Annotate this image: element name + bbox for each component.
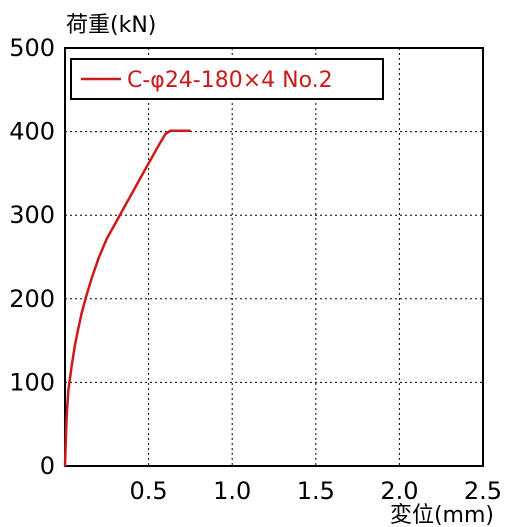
data-point [172, 130, 175, 132]
legend-box [70, 58, 384, 100]
data-point [122, 207, 125, 210]
data-point [156, 147, 158, 150]
data-point [181, 130, 183, 132]
x-axis-title: 変位(mm) [390, 503, 494, 527]
y-tick-label: 200 [9, 285, 55, 313]
data-point [189, 130, 192, 132]
y-tick-label: 100 [9, 368, 55, 396]
data-point [106, 237, 108, 240]
x-tick-labels: 0.5 1.0 1.5 2.0 2.5 [130, 477, 503, 505]
legend: C-φ24-180×4 No.2 [70, 58, 384, 100]
series-group [63, 129, 192, 467]
x-tick-label: 1.5 [297, 477, 335, 505]
data-point [65, 415, 68, 417]
data-point [91, 277, 93, 279]
grid-lines [65, 48, 483, 466]
x-tick-label: 0.5 [130, 477, 168, 505]
data-point [85, 293, 88, 296]
data-point [169, 130, 172, 132]
plot-frame [64, 47, 484, 467]
y-tick-label: 0 [40, 452, 55, 480]
data-point [64, 465, 66, 467]
data-point [114, 222, 116, 225]
data-point [147, 162, 150, 165]
x-tick-label: 2.0 [380, 477, 418, 505]
y-tick-label: 300 [9, 201, 55, 229]
data-point [164, 133, 167, 135]
data-point [77, 327, 80, 329]
x-tick-label: 2.5 [464, 477, 502, 505]
data-point [80, 312, 83, 314]
x-tick-label: 1.0 [213, 477, 251, 505]
y-tick-labels: 0 100 200 300 400 500 [9, 34, 55, 480]
data-point [131, 192, 133, 195]
data-point [97, 257, 100, 260]
y-axis-title: 荷重(kN) [66, 13, 156, 38]
y-tick-label: 400 [9, 118, 55, 146]
legend-label: C-φ24-180×4 No.2 [127, 68, 333, 93]
data-point [70, 364, 73, 367]
y-tick-label: 500 [9, 34, 55, 62]
data-point [139, 177, 141, 180]
data-point [67, 390, 70, 392]
data-point [74, 344, 76, 346]
data-point [65, 440, 67, 442]
